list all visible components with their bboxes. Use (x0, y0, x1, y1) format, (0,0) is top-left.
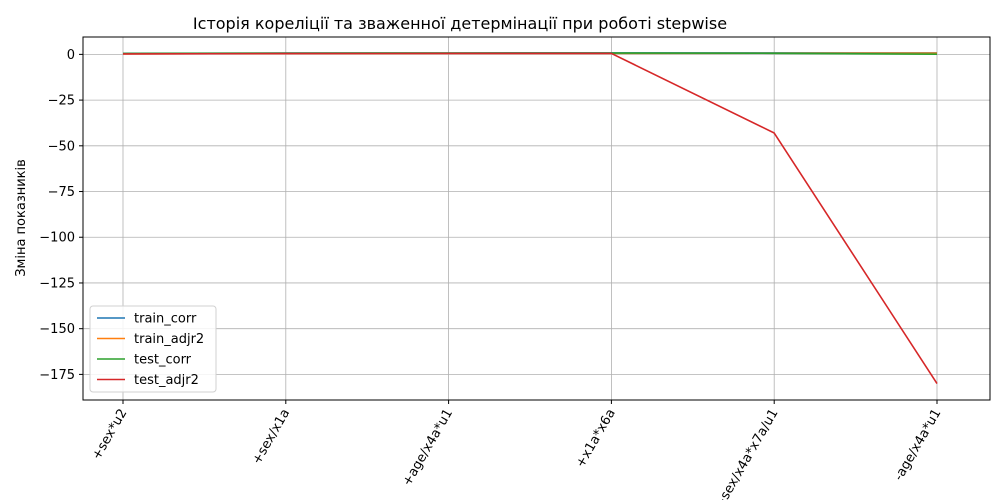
chart-title: Історія кореліції та зваженної детерміна… (193, 14, 727, 33)
y-tick-label: −175 (39, 368, 75, 383)
series-line-test-adjr2 (122, 52, 938, 384)
legend-label: test_corr (134, 353, 192, 368)
x-tick-label: +age/x4a*u1 (400, 406, 456, 488)
y-tick-label: −150 (39, 322, 75, 337)
legend-frame (89, 305, 217, 393)
y-tick-label: −125 (39, 276, 75, 291)
legend-label: train_corr (134, 312, 197, 327)
y-tick-label: 0 (67, 48, 75, 63)
y-axis: 0 −25 −50 −75 −100 −125 −150 −175 (39, 48, 83, 383)
x-tick-label: +sex/x4a*x7a/u1 (712, 407, 781, 500)
series-lines (122, 52, 938, 384)
grid-lines (83, 37, 990, 400)
legend-label: test_adjr2 (134, 373, 199, 388)
plot-frame (82, 36, 991, 401)
x-tick-label: -age/x4a*u1 (891, 407, 944, 484)
y-tick-label: −25 (48, 94, 75, 109)
y-tick-label: −50 (48, 139, 75, 154)
x-tick-label: +x1a*x6a (573, 407, 619, 471)
y-tick-label: −75 (48, 185, 75, 200)
legend-label: train_adjr2 (134, 332, 204, 347)
y-tick-label: −100 (39, 231, 75, 246)
x-tick-label: +sex/x1a (250, 407, 294, 468)
y-axis-label: Зміна показників (14, 159, 29, 277)
legend: train_corr train_adjr2 test_corr test_adjr2 (89, 305, 217, 393)
x-axis: +sex*u2 +sex/x1a +age/x4a*u1 +x1a*x6a +sex/x… (89, 400, 944, 500)
x-tick-label: +sex*u2 (89, 407, 130, 463)
